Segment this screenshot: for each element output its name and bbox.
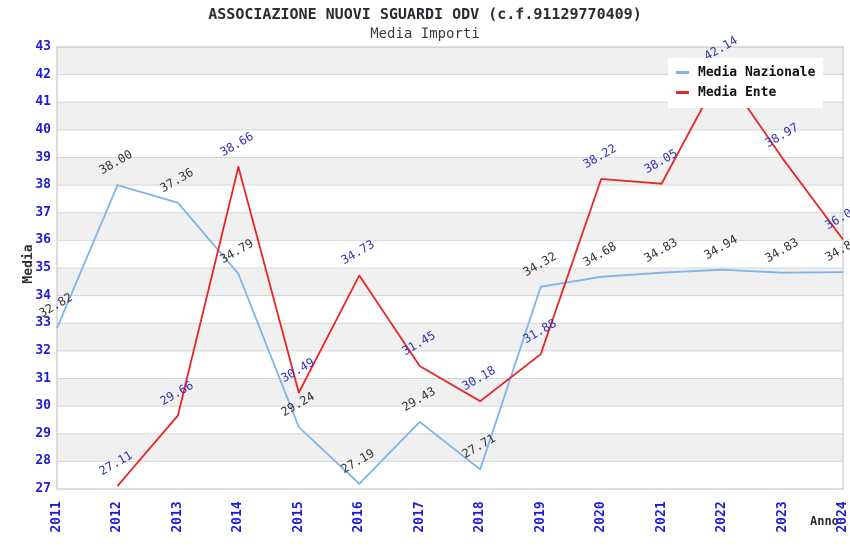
legend-item-media-nazionale: Media Nazionale xyxy=(676,62,815,82)
chart-title: ASSOCIAZIONE NUOVI SGUARDI ODV (c.f.9112… xyxy=(208,5,642,23)
plot-band xyxy=(57,433,843,462)
plot-band xyxy=(57,323,843,351)
plot-band xyxy=(57,268,843,296)
plot-band xyxy=(57,185,843,213)
plot-band xyxy=(57,157,843,186)
legend-item-media-ente: Media Ente xyxy=(676,82,815,102)
plot-band xyxy=(57,240,843,269)
plot-band xyxy=(57,212,843,241)
plot-band xyxy=(57,461,843,490)
plot-border xyxy=(56,46,844,490)
legend-swatch-media-ente xyxy=(676,90,689,94)
plot-band xyxy=(57,295,843,324)
legend-swatch-media-nazionale xyxy=(676,70,689,74)
series-line-media-nazionale xyxy=(56,184,844,485)
legend: Media Nazionale Media Ente xyxy=(668,58,824,108)
legend-label-media-ente: Media Ente xyxy=(698,84,777,100)
plot-band xyxy=(57,129,843,158)
plot-band xyxy=(57,406,843,434)
plot-band xyxy=(57,350,843,379)
legend-label-media-nazionale: Media Nazionale xyxy=(698,64,816,80)
chart-subtitle: Media Importi xyxy=(370,26,480,42)
